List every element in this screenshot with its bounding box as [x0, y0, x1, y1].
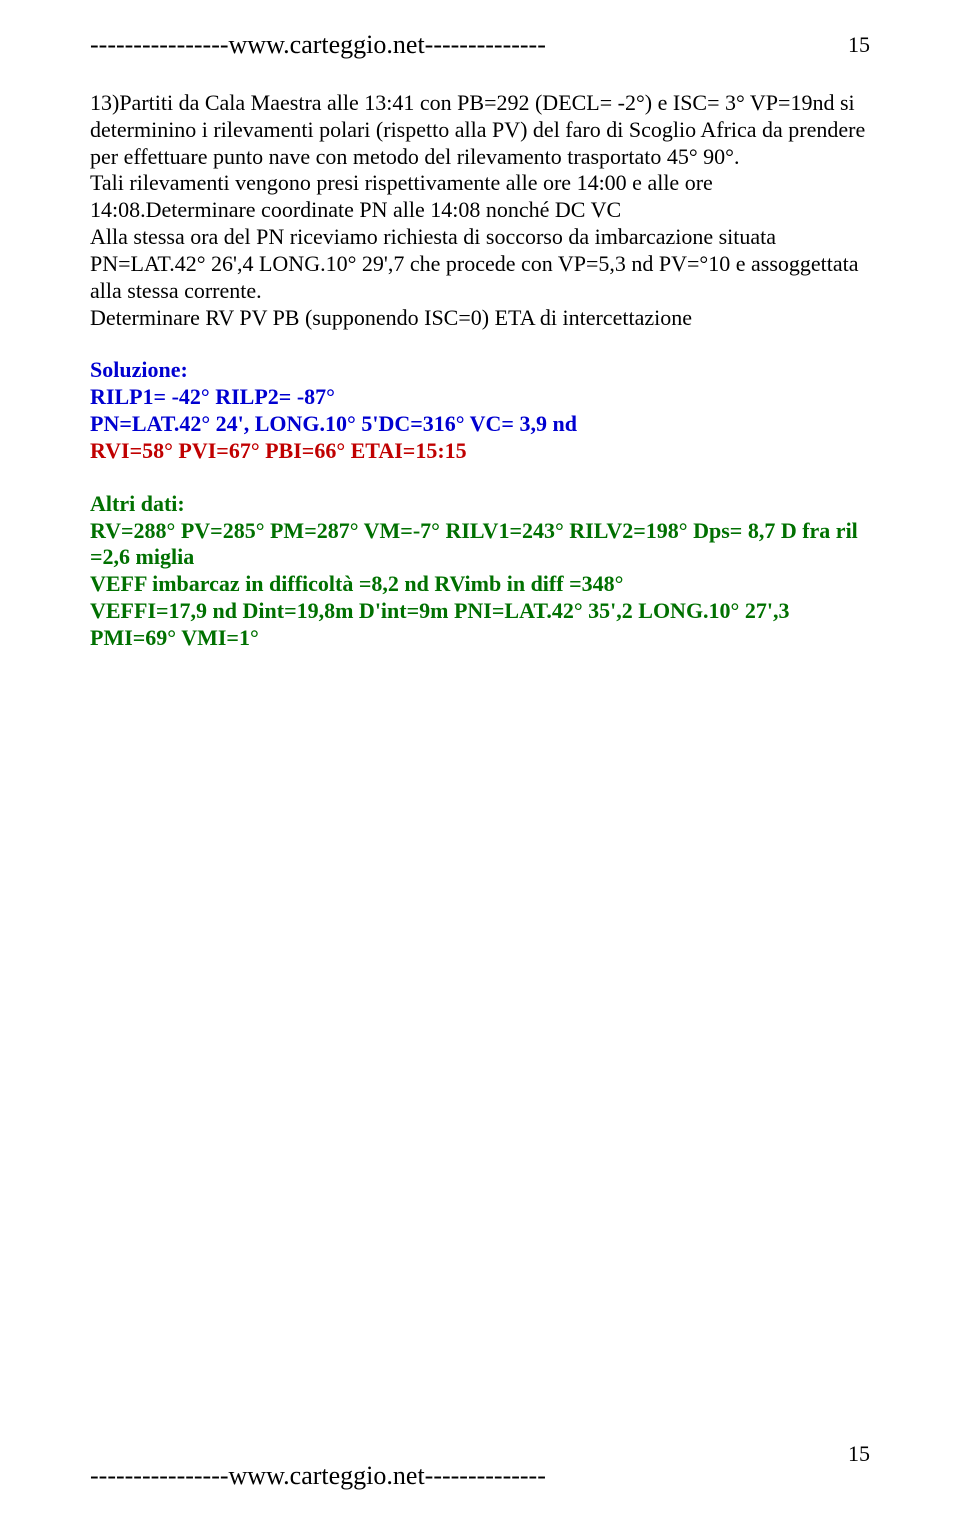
footer: 15 ----------------www.carteggio.net----…	[90, 1461, 870, 1491]
footer-url-line: ----------------www.carteggio.net-------…	[90, 1461, 870, 1491]
document-page: ----------------www.carteggio.net-------…	[0, 0, 960, 1521]
body-content: 13)Partiti da Cala Maestra alle 13:41 co…	[90, 90, 870, 652]
problem-paragraph-3: Alla stessa ora del PN riceviamo richies…	[90, 224, 870, 304]
problem-paragraph-2: Tali rilevamenti vengono presi rispettiv…	[90, 170, 870, 224]
altri-dati-section: Altri dati: RV=288° PV=285° PM=287° VM=-…	[90, 491, 870, 652]
header-url-line: ----------------www.carteggio.net-------…	[90, 30, 870, 60]
altri-dati-line-2: VEFF imbarcaz in difficoltà =8,2 nd RVim…	[90, 571, 870, 598]
page-number-top: 15	[848, 32, 870, 58]
solution-section: Soluzione: RILP1= -42° RILP2= -87° PN=LA…	[90, 357, 870, 464]
solution-line-1: RILP1= -42° RILP2= -87°	[90, 384, 870, 411]
page-number-bottom: 15	[848, 1441, 870, 1467]
solution-line-3: RVI=58° PVI=67° PBI=66° ETAI=15:15	[90, 438, 870, 465]
problem-paragraph-4: Determinare RV PV PB (supponendo ISC=0) …	[90, 305, 870, 332]
solution-label: Soluzione:	[90, 357, 870, 384]
altri-dati-line-1: RV=288° PV=285° PM=287° VM=-7° RILV1=243…	[90, 518, 870, 572]
solution-line-2: PN=LAT.42° 24', LONG.10° 5'DC=316° VC= 3…	[90, 411, 870, 438]
altri-dati-line-3: VEFFI=17,9 nd Dint=19,8m D'int=9m PNI=LA…	[90, 598, 870, 652]
problem-paragraph-1: 13)Partiti da Cala Maestra alle 13:41 co…	[90, 90, 870, 170]
altri-dati-label: Altri dati:	[90, 491, 870, 518]
